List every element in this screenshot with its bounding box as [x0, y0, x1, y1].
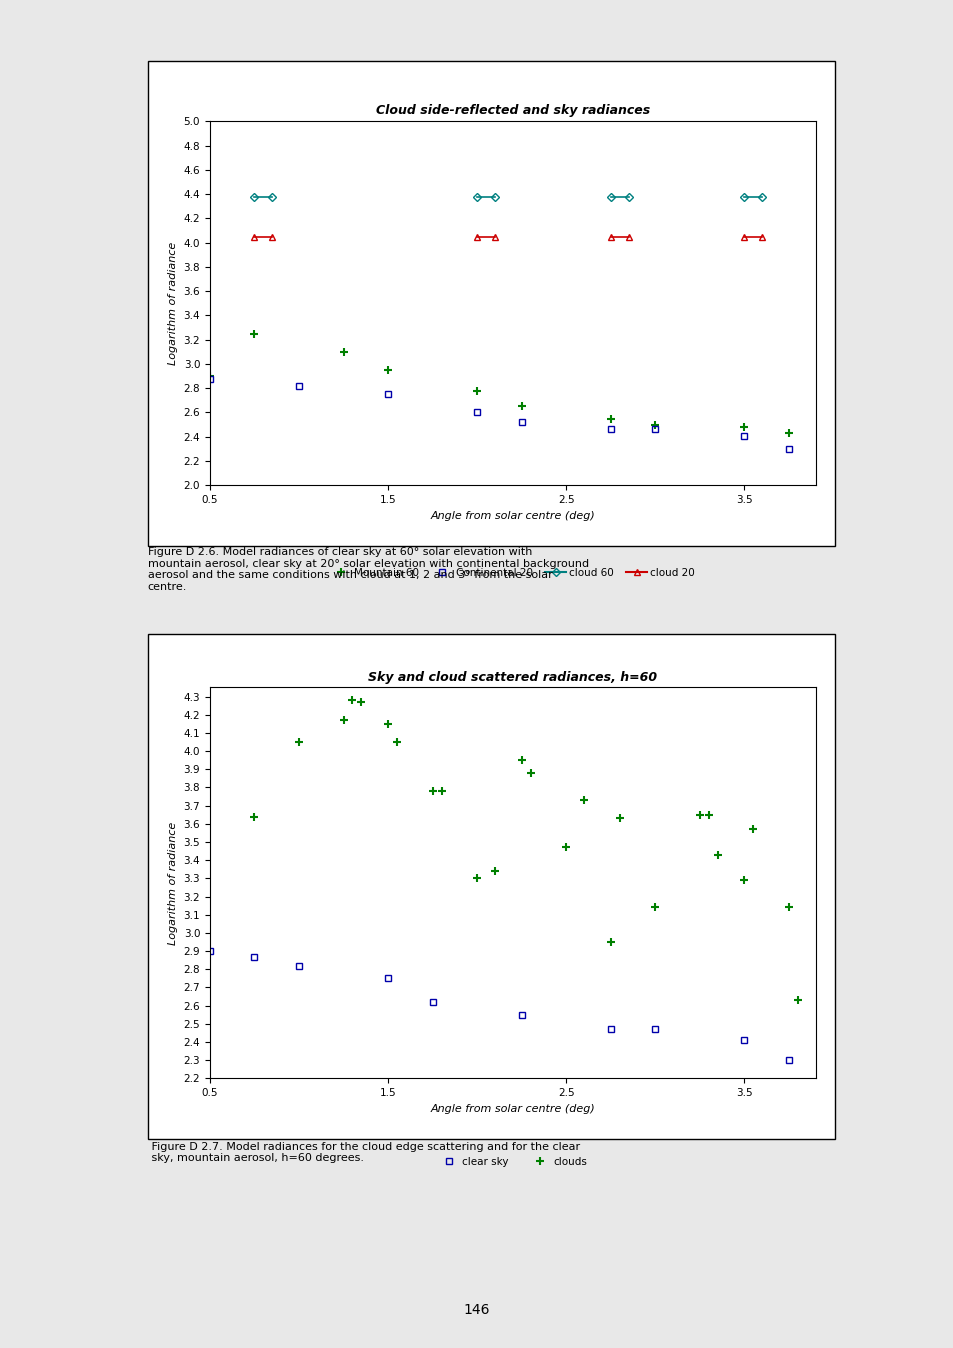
Legend: clear sky, clouds: clear sky, clouds [434, 1153, 591, 1171]
Y-axis label: Logarithm of radiance: Logarithm of radiance [168, 821, 178, 945]
X-axis label: Angle from solar centre (deg): Angle from solar centre (deg) [430, 511, 595, 520]
Text: 146: 146 [463, 1304, 490, 1317]
Text: Figure D 2.6. Model radiances of clear sky at 60° solar elevation with
mountain : Figure D 2.6. Model radiances of clear s… [148, 547, 588, 592]
Title: Cloud side-reflected and sky radiances: Cloud side-reflected and sky radiances [375, 104, 649, 117]
Legend: Mountain 60, Continental 20, cloud 60, cloud 20: Mountain 60, Continental 20, cloud 60, c… [326, 563, 699, 582]
Title: Sky and cloud scattered radiances, h=60: Sky and cloud scattered radiances, h=60 [368, 670, 657, 683]
Text: Figure D 2.7. Model radiances for the cloud edge scattering and for the clear
 s: Figure D 2.7. Model radiances for the cl… [148, 1142, 579, 1163]
Y-axis label: Logarithm of radiance: Logarithm of radiance [168, 241, 178, 365]
X-axis label: Angle from solar centre (deg): Angle from solar centre (deg) [430, 1104, 595, 1113]
